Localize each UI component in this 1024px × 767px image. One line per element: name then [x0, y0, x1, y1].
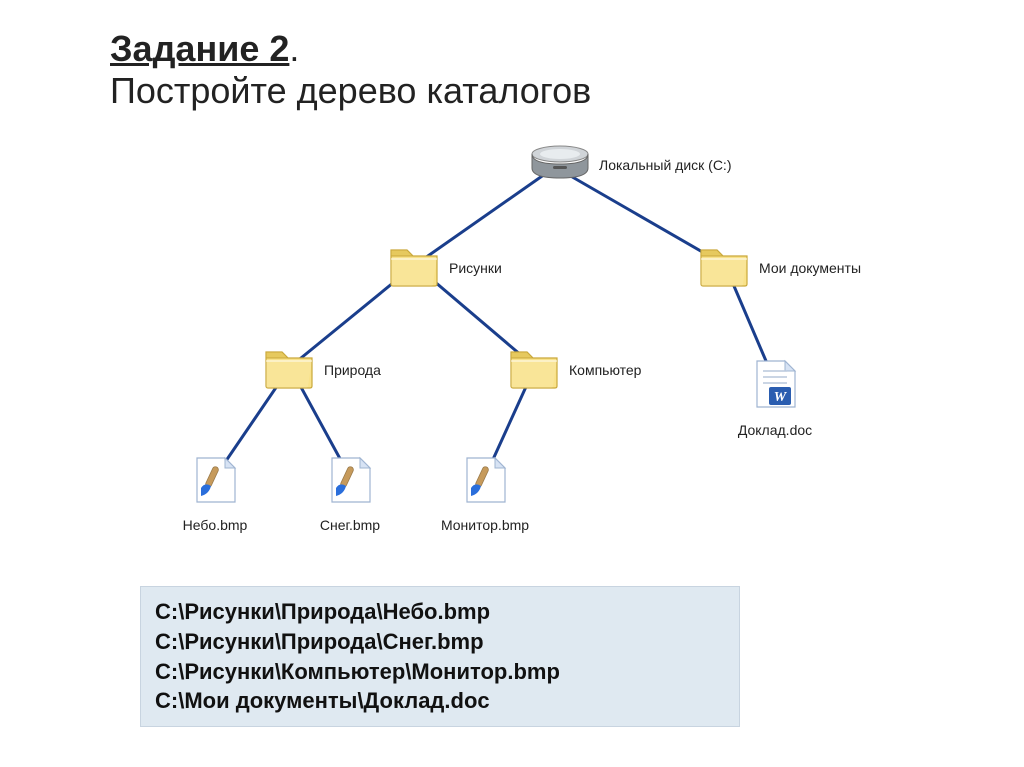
- directory-tree-diagram: Локальный диск (C:) Рисунки Мои документ…: [137, 122, 897, 532]
- folder-icon: [387, 240, 443, 295]
- tree-node-nature: Природа: [262, 342, 381, 397]
- svg-text:W: W: [774, 390, 788, 405]
- tree-node-label: Снег.bmp: [320, 517, 380, 533]
- tree-node-nebo: Небо.bmp: [187, 452, 243, 513]
- tree-node-label: Мои документы: [759, 260, 861, 276]
- file-path-line: C:\Рисунки\Компьютер\Монитор.bmp: [155, 657, 725, 687]
- tree-node-label: Компьютер: [569, 362, 641, 378]
- drive-icon: [527, 142, 593, 187]
- tree-node-label: Монитор.bmp: [441, 517, 529, 533]
- tree-node-comp: Компьютер: [507, 342, 641, 397]
- tree-node-label: Локальный диск (C:): [599, 157, 732, 173]
- folder-icon: [697, 240, 753, 295]
- title-block: Задание 2. Постройте дерево каталогов: [110, 28, 924, 112]
- tree-edges: [137, 122, 897, 532]
- tree-node-docs: Мои документы: [697, 240, 861, 295]
- tree-node-label: Природа: [324, 362, 381, 378]
- folder-icon: [507, 342, 563, 397]
- file-path-line: C:\Рисунки\Природа\Снег.bmp: [155, 627, 725, 657]
- tree-node-ris: Рисунки: [387, 240, 502, 295]
- file-path-line: C:\Мои документы\Доклад.doc: [155, 686, 725, 716]
- file-paths-box: C:\Рисунки\Природа\Небо.bmpC:\Рисунки\Пр…: [140, 586, 740, 727]
- folder-icon: [262, 342, 318, 397]
- task-subtitle: Постройте дерево каталогов: [110, 70, 924, 112]
- tree-node-label: Рисунки: [449, 260, 502, 276]
- tree-node-monitor: Монитор.bmp: [457, 452, 513, 513]
- doc-icon: W: [747, 357, 803, 418]
- task-title-dot: .: [289, 28, 299, 69]
- tree-node-label: Доклад.doc: [738, 422, 812, 438]
- bmp-icon: [187, 452, 243, 513]
- task-title: Задание 2: [110, 28, 289, 69]
- tree-node-doklad: W Доклад.doc: [747, 357, 803, 418]
- file-path-line: C:\Рисунки\Природа\Небо.bmp: [155, 597, 725, 627]
- bmp-icon: [322, 452, 378, 513]
- tree-node-label: Небо.bmp: [183, 517, 248, 533]
- bmp-icon: [457, 452, 513, 513]
- tree-node-root: Локальный диск (C:): [527, 142, 732, 187]
- tree-node-sneg: Снег.bmp: [322, 452, 378, 513]
